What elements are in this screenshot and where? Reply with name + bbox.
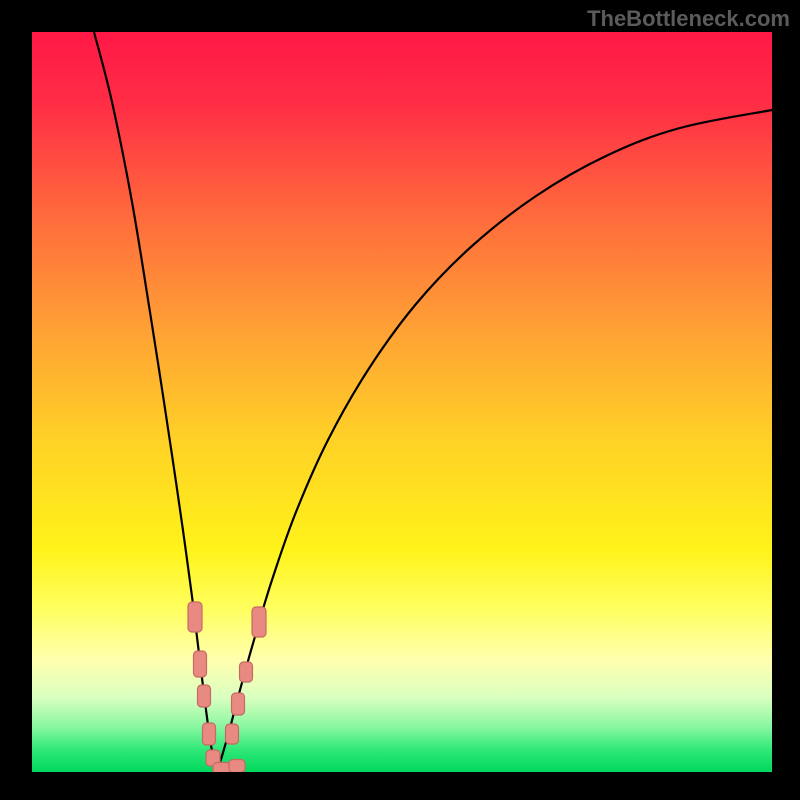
chart-container: TheBottleneck.com [0, 0, 800, 800]
plot-area [32, 32, 772, 772]
watermark-text: TheBottleneck.com [587, 6, 790, 32]
marker-1 [194, 651, 207, 677]
marker-2 [198, 685, 211, 707]
marker-8 [232, 693, 245, 715]
marker-9 [240, 662, 253, 682]
curve-right [217, 110, 772, 770]
marker-group [188, 602, 266, 772]
marker-10 [252, 607, 266, 637]
marker-6 [229, 760, 245, 773]
marker-0 [188, 602, 202, 632]
marker-5 [213, 763, 231, 773]
chart-svg [32, 32, 772, 772]
marker-7 [226, 724, 239, 744]
marker-3 [203, 723, 216, 745]
